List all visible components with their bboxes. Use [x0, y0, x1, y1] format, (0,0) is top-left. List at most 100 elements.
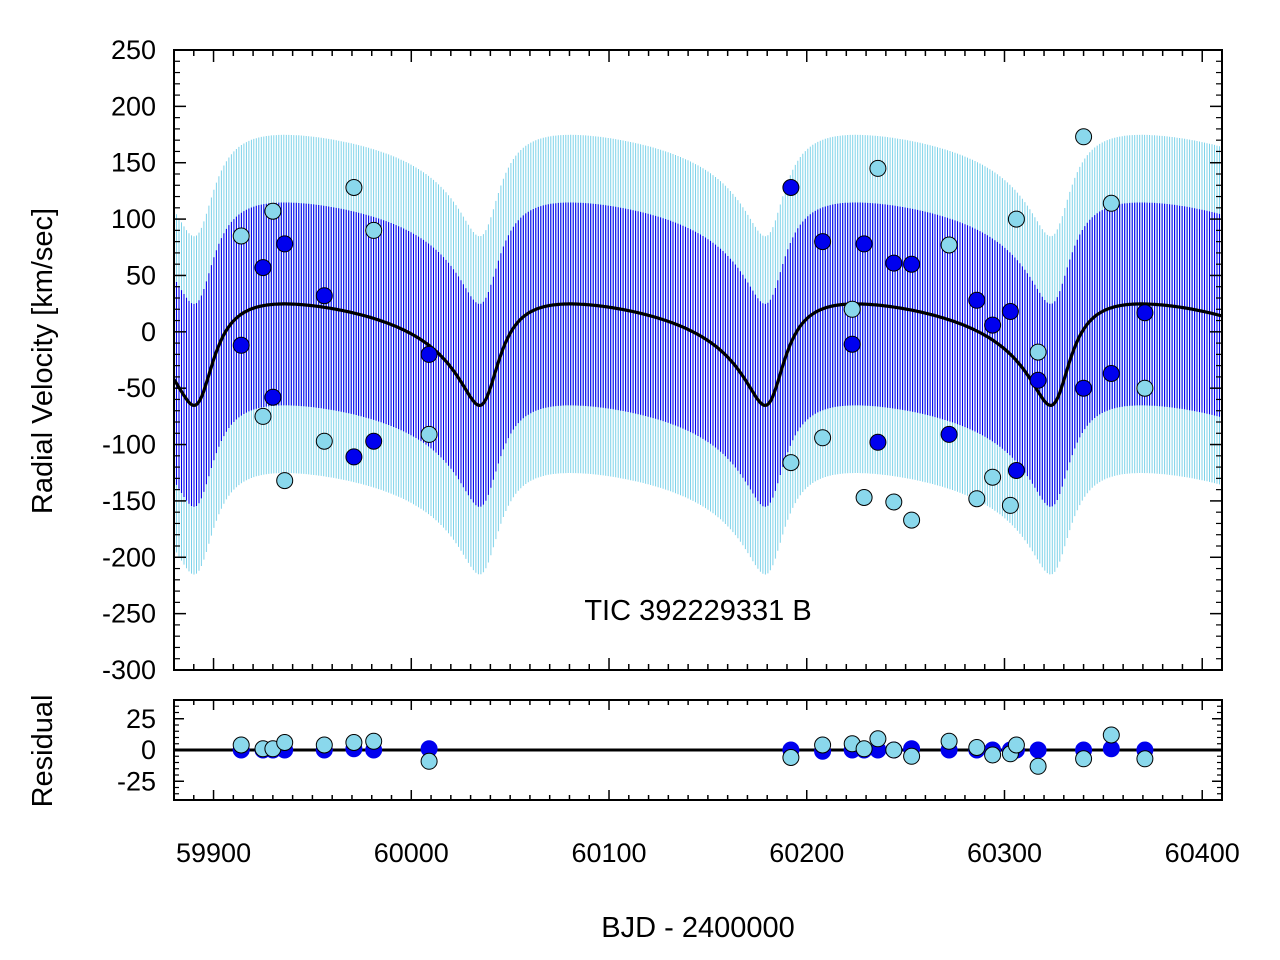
- primary-rv-point: [365, 432, 383, 450]
- residual-data-points: [232, 726, 1154, 775]
- secondary-residual-point: [984, 746, 1002, 764]
- secondary-residual-point: [1102, 726, 1120, 744]
- primary-rv-point: [814, 233, 832, 251]
- secondary-residual-point: [903, 747, 921, 765]
- primary-rv-point: [843, 335, 861, 353]
- primary-rv-point: [1029, 371, 1047, 389]
- primary-rv-point: [1102, 365, 1120, 382]
- secondary-rv-point: [232, 227, 250, 245]
- secondary-rv-point: [885, 493, 903, 511]
- residual-panel: 250-25 59900 60000 60100 60200 60300 60400: [117, 699, 1240, 868]
- secondary-rv-point: [968, 490, 986, 508]
- target-label: TIC 392229331 B: [584, 595, 811, 627]
- y-tick-label: 150: [111, 148, 156, 178]
- secondary-rv-point: [1075, 128, 1093, 146]
- secondary-rv-point: [276, 472, 294, 490]
- x-tick-label: 59900: [176, 838, 251, 868]
- primary-rv-point: [1136, 304, 1154, 322]
- secondary-rv-point: [1007, 210, 1025, 228]
- residual-axis-title: Residual: [27, 695, 59, 808]
- rv-data-points: [232, 128, 1154, 529]
- residual-y-tick-label: 25: [126, 704, 156, 734]
- primary-rv-point: [984, 316, 1002, 334]
- y-tick-label: -100: [102, 430, 156, 460]
- secondary-residual-point: [968, 739, 986, 756]
- secondary-residual-point: [814, 736, 832, 754]
- secondary-rv-point: [869, 159, 887, 177]
- secondary-residual-point: [1075, 750, 1093, 768]
- primary-rv-point: [869, 433, 887, 451]
- primary-rv-point: [903, 255, 921, 273]
- primary-rv-point: [232, 336, 250, 354]
- x-tick-label: 60400: [1165, 838, 1240, 868]
- secondary-residual-point: [869, 730, 887, 748]
- secondary-residual-point: [232, 736, 250, 754]
- axis-labels: Radial Velocity [km/sec] Residual BJD - …: [27, 208, 812, 944]
- y-tick-label: -200: [102, 542, 156, 572]
- secondary-rv-point: [782, 454, 800, 472]
- secondary-residual-point: [782, 749, 800, 766]
- y-tick-label: -150: [102, 486, 156, 516]
- primary-rv-point: [315, 287, 333, 305]
- primary-rv-point: [855, 235, 873, 253]
- y-tick-label: -250: [102, 599, 156, 629]
- secondary-rv-point: [1001, 496, 1019, 514]
- secondary-residual-point: [276, 734, 294, 751]
- secondary-residual-point: [1029, 757, 1047, 775]
- secondary-rv-point: [1029, 343, 1047, 361]
- y-tick-label: 50: [126, 260, 156, 290]
- secondary-rv-point: [254, 407, 272, 425]
- secondary-residual-point: [855, 740, 873, 758]
- y-tick-label: -300: [102, 655, 156, 685]
- secondary-rv-point: [940, 236, 958, 254]
- primary-rv-point: [1075, 379, 1093, 397]
- secondary-residual-point: [940, 732, 958, 750]
- y-tick-label: -50: [117, 373, 156, 403]
- primary-rv-point: [420, 345, 438, 363]
- x-tick-label: 60200: [769, 838, 844, 868]
- y-tick-label: 100: [111, 204, 156, 234]
- secondary-rv-point: [264, 202, 282, 220]
- primary-rv-point: [254, 259, 272, 277]
- x-tick-label: 60000: [374, 838, 449, 868]
- secondary-rv-point: [315, 432, 333, 450]
- primary-rv-point: [1001, 303, 1019, 320]
- primary-rv-point: [885, 254, 903, 272]
- primary-residual-point: [1029, 741, 1047, 759]
- secondary-residual-point: [345, 734, 363, 751]
- primary-rv-point: [1007, 462, 1025, 479]
- primary-rv-point: [968, 291, 986, 309]
- secondary-rv-point: [984, 468, 1002, 486]
- secondary-rv-point: [1102, 194, 1120, 212]
- primary-rv-point: [782, 179, 800, 196]
- secondary-residual-point: [315, 736, 333, 754]
- model-envelope: [174, 134, 1221, 575]
- x-tick-label: 60300: [967, 838, 1042, 868]
- y-tick-label: 200: [111, 91, 156, 121]
- secondary-rv-point: [345, 179, 363, 196]
- secondary-residual-point: [885, 741, 903, 759]
- residual-y-tick-label: 0: [141, 735, 156, 765]
- primary-rv-point: [264, 388, 282, 406]
- primary-rv-point: [276, 235, 294, 253]
- secondary-rv-point: [814, 429, 832, 447]
- y-axis-title: Radial Velocity [km/sec]: [27, 208, 59, 514]
- secondary-rv-point: [843, 300, 861, 318]
- residual-y-tick-label: -25: [117, 766, 156, 796]
- y-tick-label: 0: [141, 317, 156, 347]
- y-tick-label: 250: [111, 35, 156, 65]
- plot-frame: [173, 49, 1223, 671]
- secondary-rv-point: [855, 489, 873, 506]
- secondary-residual-point: [420, 752, 438, 770]
- secondary-residual-point: [365, 732, 383, 750]
- secondary-rv-point: [903, 511, 921, 529]
- radial-velocity-panel: 250 200 150 100 50 0 -50 -100 -150 -200 -250 -300: [102, 35, 1223, 685]
- secondary-residual-point: [1007, 736, 1025, 754]
- secondary-residual-point: [1136, 750, 1154, 768]
- model-curve: [174, 302, 1222, 408]
- x-axis-title: BJD - 2400000: [601, 912, 794, 944]
- secondary-rv-point: [1136, 379, 1154, 397]
- primary-rv-point: [940, 425, 958, 443]
- primary-rv-point: [345, 448, 363, 466]
